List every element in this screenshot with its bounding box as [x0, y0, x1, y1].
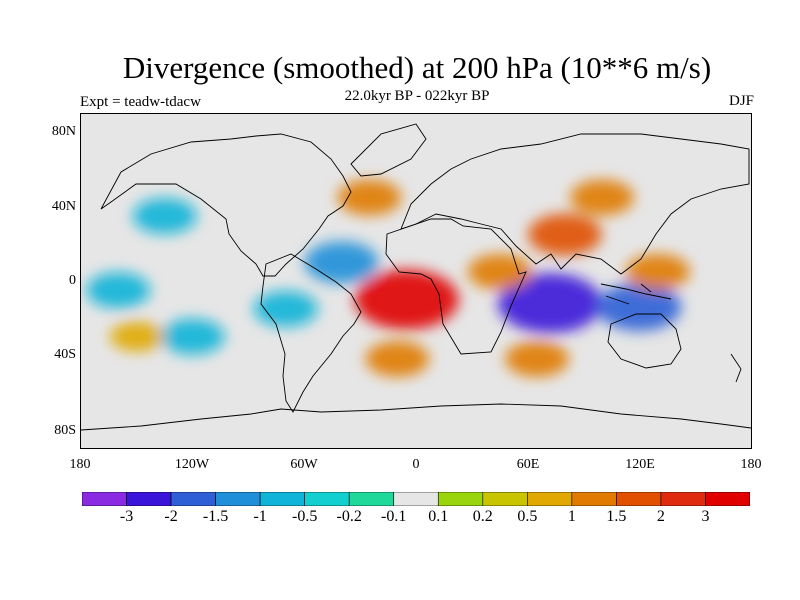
lon-tick-120w: 120W	[174, 457, 210, 472]
colorbar-label: -3	[119, 508, 134, 525]
coastline-south-america	[260, 253, 362, 413]
colorbar-label: 2	[656, 508, 665, 525]
colorbar-swatch-9	[482, 492, 528, 506]
colorbar-swatch-11	[571, 492, 617, 506]
lat-tick-40n: 40N	[51, 199, 76, 214]
colorbar-swatch-6	[348, 492, 395, 506]
colorbar-swatch-14	[705, 492, 750, 506]
coastlines	[81, 123, 751, 431]
colorbar-swatch-13	[660, 492, 706, 506]
colorbar-label: 1	[567, 508, 576, 525]
field-blob-south-atlantic-max	[365, 340, 430, 377]
field-blob-indian-ocean-min	[498, 273, 602, 334]
field-blob-western-pacific-max	[625, 253, 690, 290]
field-blob-south-pacific-min	[160, 318, 225, 355]
colorbar-label: -1	[253, 508, 267, 525]
colorbar	[82, 492, 750, 506]
lon-tick-180e: 180	[740, 457, 762, 472]
lat-tick-40s: 40S	[54, 347, 76, 362]
coastline-australia	[607, 313, 682, 369]
colorbar-swatch-10	[527, 492, 573, 506]
field-blob-east-asia-max	[570, 179, 635, 216]
lon-tick-60e: 60E	[516, 457, 540, 472]
coastline-new-zealand	[730, 353, 742, 383]
lon-tick-60w: 60W	[290, 457, 318, 472]
season-label: DJF	[728, 93, 754, 109]
coastline-antarctica	[81, 403, 751, 431]
map-plot-area	[80, 113, 752, 449]
lat-tick-80s: 80S	[54, 423, 76, 438]
coastline-indonesia	[600, 283, 672, 305]
field-blob-tropical-atlantic-gulf-of-guinea-max	[354, 269, 459, 330]
coastline-greenland	[350, 123, 427, 177]
coastline-north-america	[100, 133, 352, 277]
lat-tick-0: 0	[69, 273, 76, 288]
colorbar-label: -0.2	[336, 508, 362, 525]
coastline-eurasia	[400, 133, 750, 275]
colorbar-swatch-3	[215, 492, 261, 506]
field-blob-south-pacific-max	[109, 321, 164, 352]
colorbar-swatch-12	[616, 492, 662, 506]
lon-tick-120e: 120E	[625, 457, 655, 472]
colorbar-label: -2	[164, 508, 178, 525]
colorbar-swatch-5	[304, 492, 350, 506]
field-blob-tropical-atlantic-min	[304, 241, 379, 284]
field-blob-arabian-sea-max	[527, 213, 602, 256]
field-blob-central-pacific-min	[86, 272, 151, 309]
lon-tick-180w: 180	[69, 457, 91, 472]
coastline-africa	[385, 218, 527, 355]
colorbar-label: -0.1	[381, 508, 407, 525]
field-blob-south-indian-max	[504, 340, 569, 377]
colorbar-swatch-4	[259, 492, 305, 506]
colorbar-label: 0.2	[472, 508, 493, 525]
field-blob-south-america-min	[253, 290, 318, 327]
chart-title: Divergence (smoothed) at 200 hPa (10**6 …	[122, 50, 712, 85]
divergence-map	[81, 114, 751, 448]
colorbar-swatch-8	[437, 492, 484, 506]
chart-subtitle: 22.0kyr BP - 022kyr BP	[344, 88, 490, 104]
colorbar-label: -0.5	[291, 508, 318, 525]
colorbar-label: 3	[701, 508, 710, 525]
colorbar-swatch-0	[82, 492, 127, 506]
lon-tick-0: 0	[412, 457, 420, 472]
colorbar-swatch-7	[393, 492, 439, 506]
experiment-label: Expt = teadw-tdacw	[80, 94, 201, 110]
colorbar-swatch-1	[126, 492, 172, 506]
colorbar-swatch-2	[170, 492, 216, 506]
field-blob-north-atlantic-max	[337, 179, 402, 216]
lat-tick-80n: 80N	[51, 124, 76, 139]
colorbar-label: 0.1	[428, 508, 449, 525]
field-blob-north-pacific-min	[132, 198, 197, 235]
field-blob-maritime-continent-min	[597, 282, 682, 331]
colorbar-label: -1.5	[202, 508, 229, 525]
field-blob-east-africa-max	[467, 253, 532, 290]
colorbar-label: 1.5	[606, 508, 627, 525]
colorbar-label: 0.5	[517, 508, 538, 525]
